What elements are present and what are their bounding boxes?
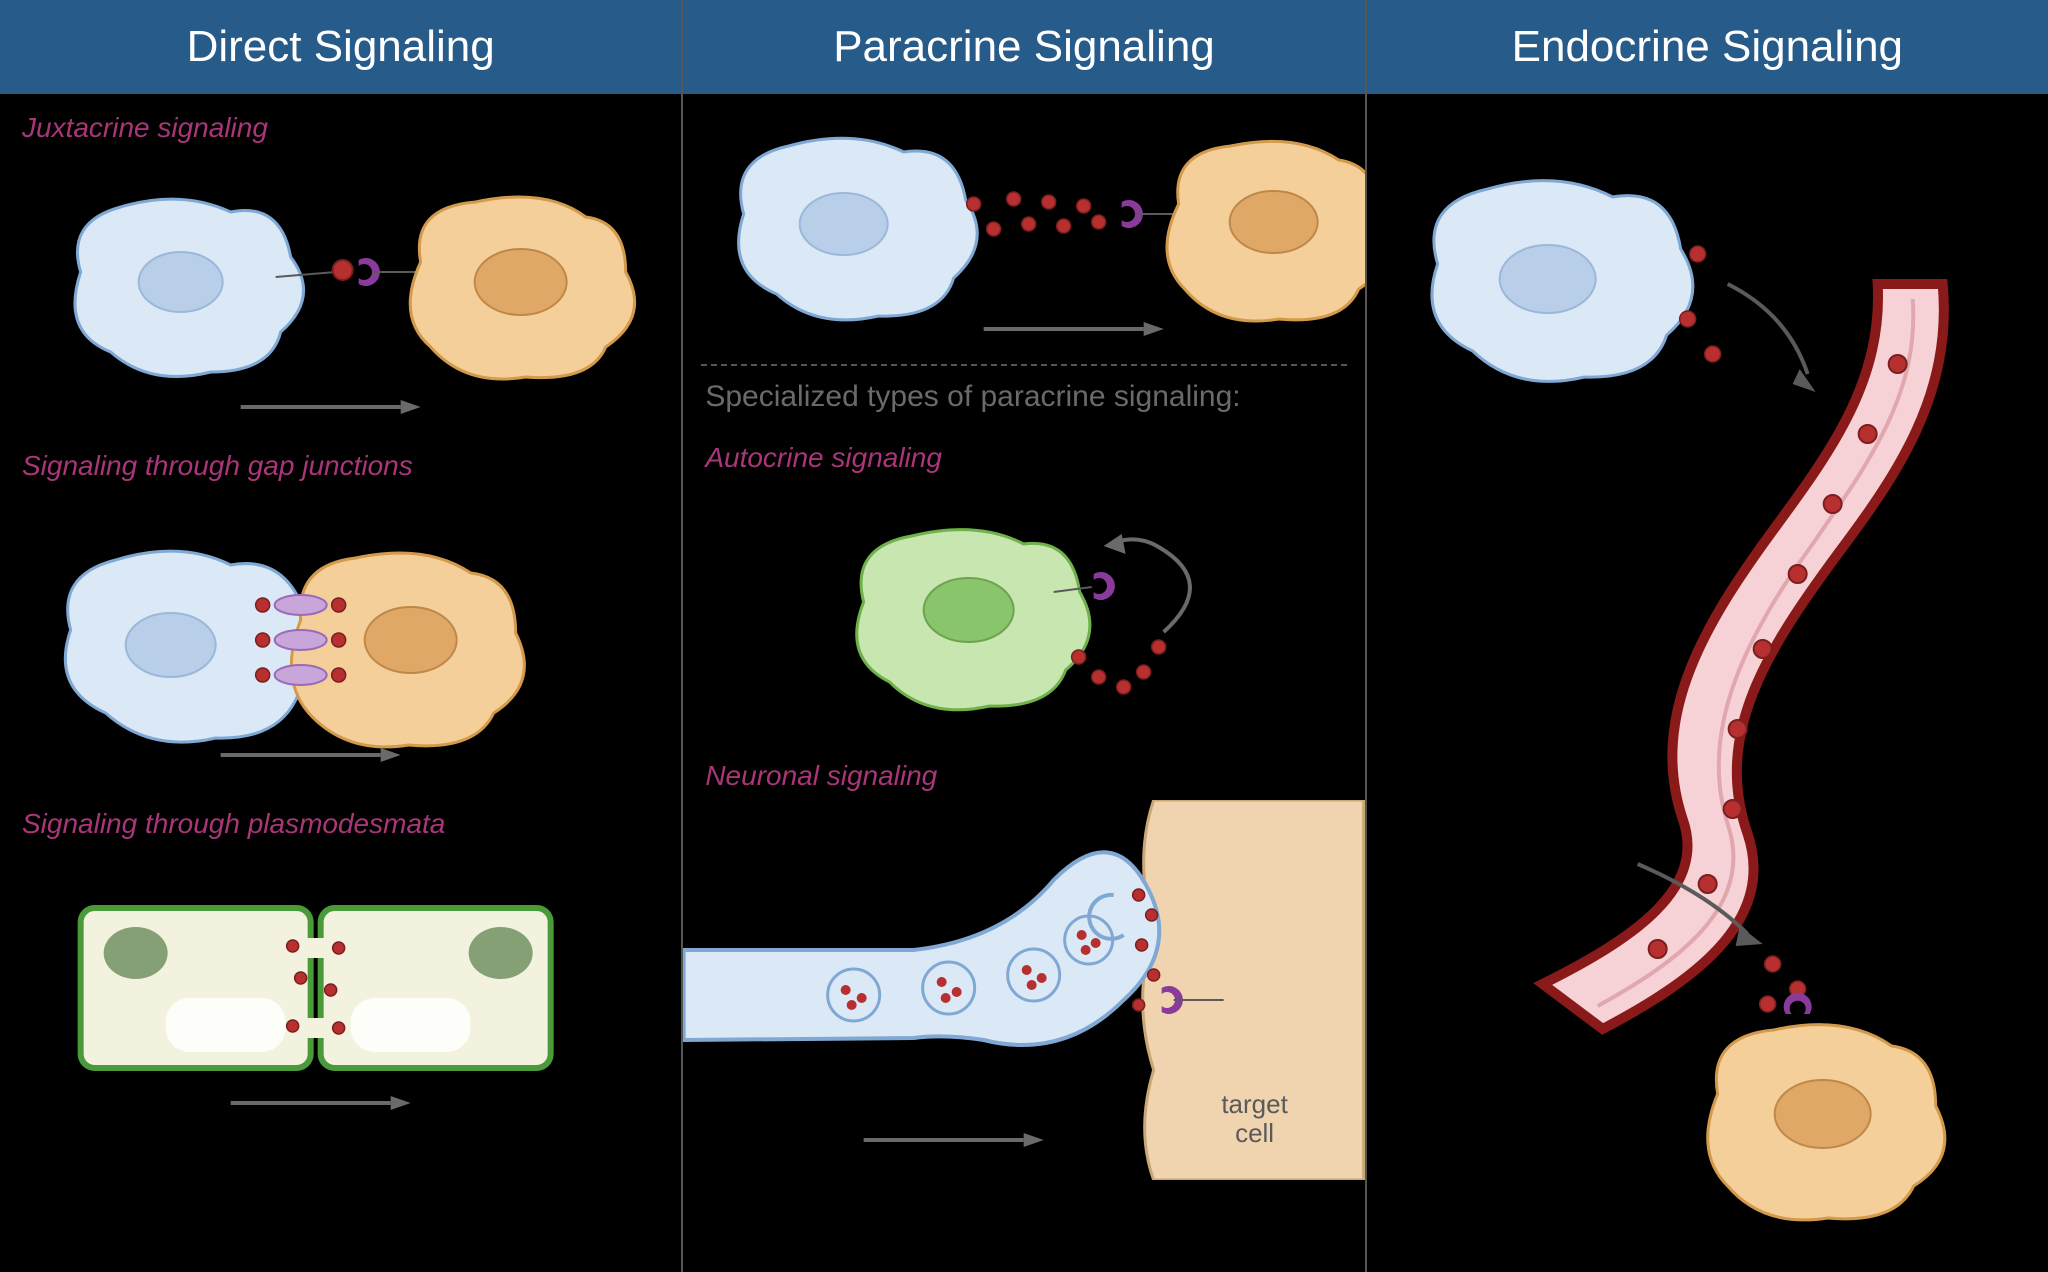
- blue-nucleus: [800, 193, 888, 255]
- orange-nucleus: [365, 607, 457, 673]
- diagram-paracrine: [683, 94, 1364, 364]
- plasmodesma-2: [307, 1018, 325, 1038]
- subtitle-gap: Signaling through gap junctions: [0, 432, 681, 490]
- header-endocrine: Endocrine Signaling: [1367, 0, 2048, 94]
- receptor-icon: [1783, 993, 1811, 1014]
- gap-junction-channels: [275, 595, 327, 685]
- blue-nucleus: [1499, 245, 1595, 313]
- plant-vacuole-left: [166, 998, 286, 1052]
- signaling-diagram: Direct Signaling Juxtacrine signaling: [0, 0, 2048, 1272]
- header-paracrine: Paracrine Signaling: [683, 0, 1364, 94]
- receptor-icon: [1094, 572, 1115, 600]
- arrow-head-icon: [401, 400, 421, 414]
- arrow-head-icon: [1735, 926, 1762, 946]
- diagram-autocrine: [683, 482, 1364, 742]
- orange-nucleus: [475, 249, 567, 315]
- column-direct: Direct Signaling Juxtacrine signaling: [0, 0, 683, 1272]
- diagram-plasmodesmata: [0, 848, 681, 1138]
- green-nucleus: [924, 578, 1014, 642]
- orange-nucleus: [1230, 191, 1318, 253]
- blue-nucleus: [139, 252, 223, 312]
- diagram-neuronal: targetcell: [683, 800, 1364, 1180]
- subtitle-autocrine: Autocrine signaling: [683, 424, 1364, 482]
- orange-nucleus: [1774, 1080, 1870, 1148]
- arrow-head-icon: [1104, 534, 1126, 554]
- header-direct: Direct Signaling: [0, 0, 681, 94]
- arrow-head-icon: [391, 1096, 411, 1110]
- hormone-dots-target: [1759, 956, 1805, 1012]
- diagram-endocrine: [1367, 94, 2048, 1254]
- plant-vacuole-right: [351, 998, 471, 1052]
- plasmodesma-1: [307, 938, 325, 958]
- target-cell-label: targetcell: [1221, 1090, 1288, 1147]
- into-vessel-arrow: [1727, 284, 1807, 374]
- column-paracrine: Paracrine Signaling: [683, 0, 1366, 1272]
- paracrine-note: Specialized types of paracrine signaling…: [683, 366, 1364, 424]
- ligand-dot: [333, 260, 353, 280]
- plant-nucleus-left: [104, 927, 168, 979]
- arrow-head-icon: [1144, 322, 1164, 336]
- arrow-head-icon: [381, 748, 401, 762]
- subtitle-plasmodesmata: Signaling through plasmodesmata: [0, 790, 681, 848]
- signal-dots: [967, 192, 1106, 236]
- autocrine-arrow: [1117, 539, 1190, 632]
- column-endocrine: Endocrine Signaling: [1367, 0, 2048, 1272]
- arrow-head-icon: [1024, 1133, 1044, 1147]
- subtitle-neuronal: Neuronal signaling: [683, 742, 1364, 800]
- plant-nucleus-right: [469, 927, 533, 979]
- blue-nucleus: [126, 613, 216, 677]
- subtitle-juxtacrine: Juxtacrine signaling: [0, 94, 681, 152]
- diagram-juxtacrine: [0, 152, 681, 432]
- diagram-gap-junction: [0, 490, 681, 790]
- arrow-head-icon: [1792, 369, 1815, 392]
